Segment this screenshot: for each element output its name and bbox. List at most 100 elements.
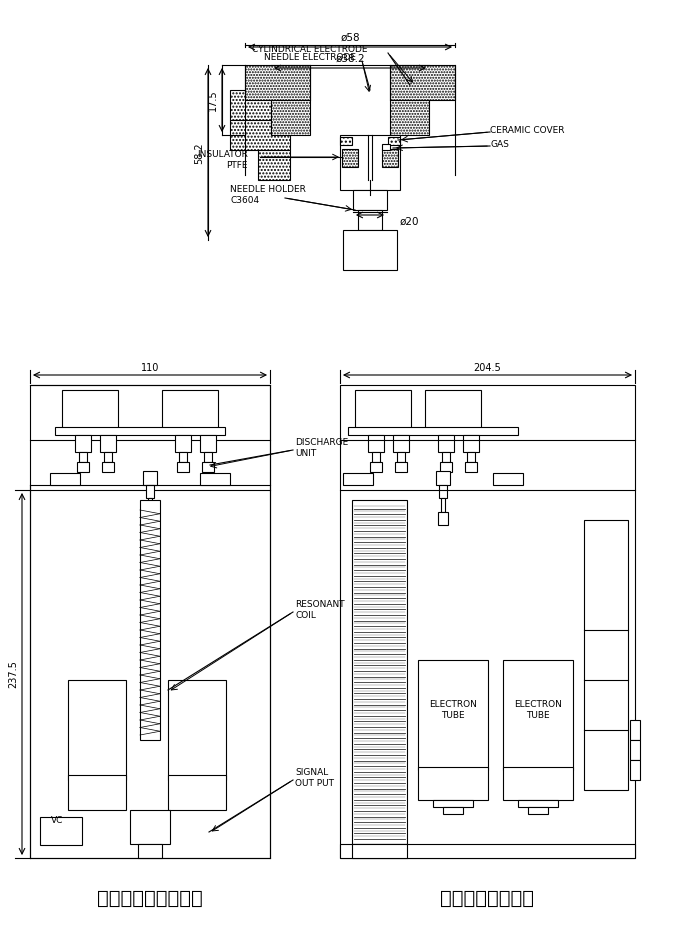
Text: CERAMIC COVER: CERAMIC COVER [490,126,564,134]
Bar [418,660,488,770]
Bar [382,144,390,150]
Bar [143,471,157,485]
Text: 正面から見た断面図: 正面から見た断面図 [97,888,203,907]
Bar [438,512,448,525]
Bar [584,520,628,790]
Bar [200,435,216,452]
Text: 横から見た断面図: 横から見た断面図 [440,888,534,907]
Text: ø20: ø20 [400,217,419,227]
Bar [343,230,397,270]
Bar [465,462,477,472]
Text: 17.5: 17.5 [208,89,218,111]
Text: ø58: ø58 [340,33,360,43]
Text: GAS: GAS [490,139,509,149]
Bar [68,680,126,780]
Bar [528,807,548,814]
Bar [630,740,640,760]
Bar [230,120,290,150]
Ellipse shape [503,640,573,676]
Text: 110: 110 [141,363,159,373]
Bar [438,435,454,452]
Bar [368,435,384,452]
Bar [200,473,230,485]
Bar [390,100,429,135]
Bar [630,720,640,740]
Text: NEEDLE HOLDER
C3604: NEEDLE HOLDER C3604 [230,185,306,205]
Bar [418,767,488,800]
Bar [146,485,154,498]
Bar [245,65,310,100]
Bar [388,137,400,145]
Bar [77,462,89,472]
Text: 237.5: 237.5 [8,660,18,688]
Bar [352,844,407,858]
Text: VC: VC [51,816,63,825]
Bar [382,149,398,167]
Bar [340,135,400,190]
Bar [493,473,523,485]
Bar [441,498,445,512]
Bar [343,473,373,485]
Bar [68,775,126,810]
Bar [463,435,479,452]
Bar [204,452,212,462]
Bar [100,435,116,452]
Bar [102,462,114,472]
Bar [79,452,87,462]
Text: INSULATOR
PTFE: INSULATOR PTFE [197,150,248,170]
Text: 58.2: 58.2 [194,142,204,164]
Bar [162,390,218,430]
Bar [168,680,226,780]
Bar [148,498,152,512]
Bar [439,485,447,498]
Bar [130,810,170,844]
Bar [104,452,112,462]
Bar [397,452,405,462]
Bar [358,210,382,230]
Text: ELECTRON
TUBE: ELECTRON TUBE [429,700,477,720]
Circle shape [198,831,202,835]
Bar [467,452,475,462]
Bar [62,390,118,430]
Bar [440,462,452,472]
Bar [258,150,290,180]
Bar [30,385,270,858]
Text: SIGNAL
OUT PUT: SIGNAL OUT PUT [295,768,334,788]
Bar [138,844,162,858]
Bar [145,512,155,525]
Bar [442,452,450,462]
Bar [353,190,387,210]
Bar [393,435,409,452]
Bar [503,767,573,800]
Text: ELECTRON
TUBE: ELECTRON TUBE [514,700,562,720]
Text: 204.5: 204.5 [474,363,502,373]
Bar [202,462,214,472]
Bar [352,500,407,844]
Bar [168,775,226,810]
Text: CYLINDRICAL ELECTRODE: CYLINDRICAL ELECTRODE [252,45,368,54]
Bar [425,390,481,430]
Text: DISCHARGE
UNIT: DISCHARGE UNIT [295,438,348,458]
Bar [390,65,455,100]
Bar [443,807,463,814]
Bar [40,817,82,845]
Text: ø38.2: ø38.2 [335,54,365,64]
Text: RESONANT
COIL: RESONANT COIL [295,600,345,620]
Ellipse shape [418,640,488,676]
Bar [518,800,558,807]
Bar [55,427,225,435]
Bar [230,90,290,120]
Bar [395,462,407,472]
Bar [140,500,160,740]
Bar [370,462,382,472]
Bar [175,435,191,452]
Bar [630,760,640,780]
Bar [177,462,189,472]
Bar [340,385,635,858]
Bar [503,660,573,770]
Bar [271,100,310,135]
Bar [436,471,450,485]
Ellipse shape [68,662,126,692]
Bar [348,427,518,435]
Bar [433,800,473,807]
